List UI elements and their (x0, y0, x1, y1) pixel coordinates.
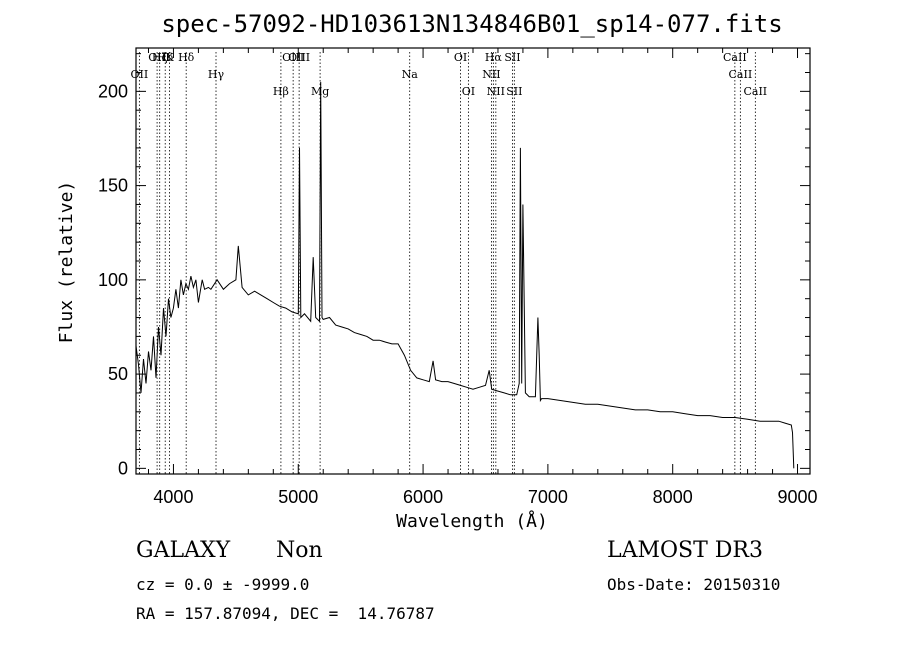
x-tick-label: 4000 (153, 487, 193, 507)
line-marker-label: CaII (723, 51, 747, 64)
line-marker-label: CaII (729, 68, 753, 81)
object-subclass: Non (276, 538, 323, 563)
y-tick-label: 0 (118, 458, 128, 478)
line-marker-label: Hδ (178, 51, 195, 64)
line-marker-label: NII (482, 68, 500, 81)
object-class: GALAXY (136, 538, 231, 563)
line-marker-label: OIII (288, 51, 310, 64)
chart-title: spec-57092-HD103613N134846B01_sp14-077.f… (161, 10, 782, 38)
y-tick-label: 200 (98, 81, 128, 101)
line-marker-label: K (165, 51, 174, 64)
line-marker-label: Hβ (273, 85, 289, 98)
line-marker-label: OI (454, 51, 467, 64)
y-axis-label: Flux (relative) (56, 181, 77, 344)
observation-date: Obs-Date: 20150310 (607, 575, 781, 594)
x-axis-label: Wavelength (Å) (396, 510, 548, 532)
x-tick-label: 9000 (777, 487, 817, 507)
line-marker-label: Mg (311, 85, 329, 98)
survey-name: LAMOST DR3 (607, 538, 763, 563)
line-marker-label: OI (462, 85, 475, 98)
y-tick-label: 100 (98, 270, 128, 290)
y-axis: 0 50 100 150 200 (98, 53, 810, 478)
line-marker-label: SII (506, 85, 522, 98)
line-marker-label: Hδ (157, 51, 174, 64)
line-marker-label: NII (487, 85, 505, 98)
spectrum-line (135, 81, 795, 469)
line-marker-label: Na (402, 68, 419, 81)
line-marker-label: OII (148, 51, 166, 64)
x-tick-label: 6000 (403, 487, 443, 507)
line-marker-label: Hζ (152, 51, 168, 64)
coordinates: RA = 157.87094, DEC = 14.76787 (136, 604, 435, 623)
x-axis: 4000 5000 6000 7000 8000 9000 (147, 48, 818, 507)
y-tick-label: 50 (108, 364, 128, 384)
x-tick-label: 5000 (278, 487, 318, 507)
line-marker-label: OII (131, 68, 149, 81)
x-tick-label: 8000 (653, 487, 693, 507)
redshift-cz: cz = 0.0 ± -9999.0 (136, 575, 310, 594)
line-marker-label: SII (504, 51, 520, 64)
line-marker-label: Hα (485, 51, 503, 64)
line-marker-label: Hγ (208, 68, 225, 81)
x-tick-label: 7000 (528, 487, 568, 507)
line-marker-label: CaII (743, 85, 767, 98)
y-tick-label: 150 (98, 176, 128, 196)
